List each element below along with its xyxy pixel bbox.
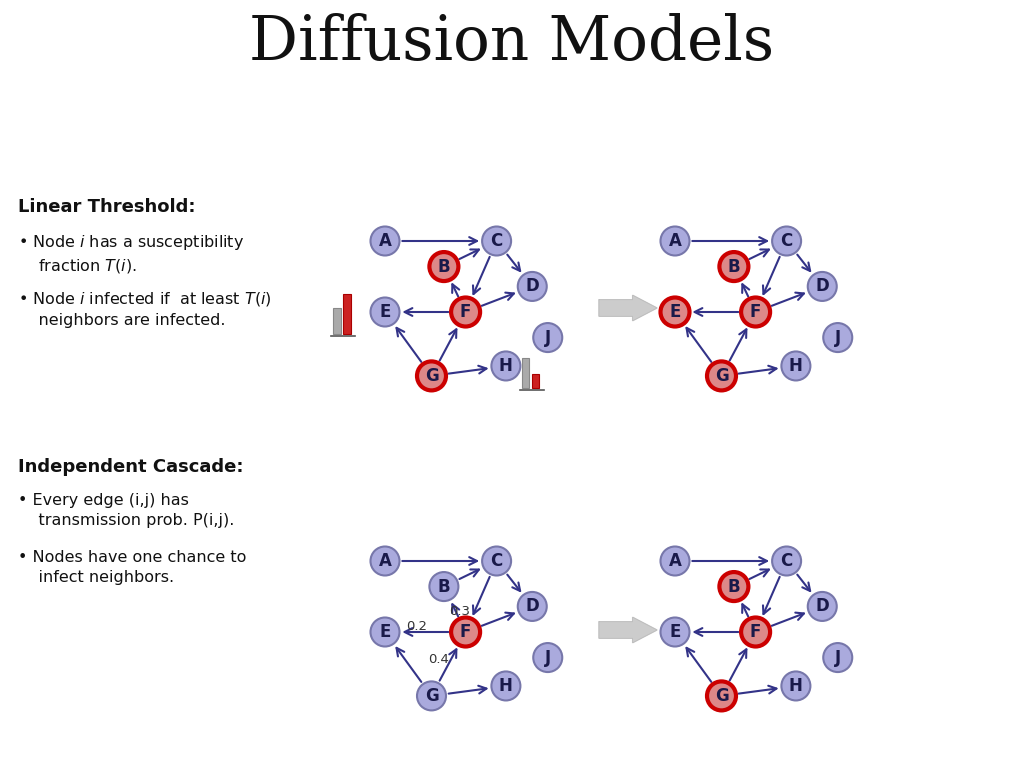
Text: E: E <box>379 303 391 321</box>
Bar <box>343 294 350 334</box>
Circle shape <box>772 227 801 256</box>
Circle shape <box>823 643 852 672</box>
Text: F: F <box>750 303 761 321</box>
Text: • Nodes have one chance to
    infect neighbors.: • Nodes have one chance to infect neighb… <box>18 550 247 584</box>
Text: D: D <box>525 277 539 296</box>
Text: E: E <box>670 303 681 321</box>
Text: J: J <box>545 329 551 346</box>
Text: H: H <box>499 357 513 375</box>
Circle shape <box>660 297 689 326</box>
Text: C: C <box>490 552 503 570</box>
Text: 0.2: 0.2 <box>406 620 427 633</box>
Bar <box>522 358 529 388</box>
Circle shape <box>720 252 749 281</box>
Circle shape <box>371 297 399 326</box>
Text: B: B <box>728 257 740 276</box>
Text: G: G <box>715 687 728 705</box>
Circle shape <box>417 681 446 710</box>
Text: Independent Cascade:: Independent Cascade: <box>18 458 244 476</box>
Circle shape <box>417 362 446 390</box>
Text: 0.4: 0.4 <box>428 654 449 667</box>
Polygon shape <box>599 295 657 321</box>
Circle shape <box>518 592 547 621</box>
Circle shape <box>772 547 801 575</box>
Polygon shape <box>599 617 657 643</box>
Circle shape <box>429 252 459 281</box>
Text: Linear Threshold:: Linear Threshold: <box>18 198 196 216</box>
Text: J: J <box>835 329 841 346</box>
Text: B: B <box>728 578 740 595</box>
Circle shape <box>492 671 520 700</box>
Text: A: A <box>669 552 681 570</box>
Text: E: E <box>670 623 681 641</box>
Circle shape <box>808 592 837 621</box>
Text: F: F <box>750 623 761 641</box>
Text: H: H <box>499 677 513 695</box>
Circle shape <box>707 681 736 710</box>
Circle shape <box>707 362 736 390</box>
Circle shape <box>660 227 689 256</box>
Text: G: G <box>715 367 728 385</box>
Circle shape <box>720 572 749 601</box>
Text: D: D <box>815 598 829 615</box>
Text: • Node $\it{i}$ has a susceptibility
    fraction $\it{T(i)}$.: • Node $\it{i}$ has a susceptibility fra… <box>18 233 245 276</box>
Circle shape <box>482 547 511 575</box>
Text: G: G <box>425 367 438 385</box>
Text: C: C <box>780 232 793 250</box>
Circle shape <box>429 572 459 601</box>
Text: C: C <box>780 552 793 570</box>
Circle shape <box>660 617 689 647</box>
Text: A: A <box>669 232 681 250</box>
Circle shape <box>492 352 520 380</box>
Bar <box>531 374 540 388</box>
Text: 0.3: 0.3 <box>450 604 470 617</box>
Circle shape <box>823 323 852 352</box>
Text: A: A <box>379 232 391 250</box>
Text: H: H <box>788 357 803 375</box>
Text: F: F <box>460 303 471 321</box>
Circle shape <box>660 547 689 575</box>
Text: • Every edge (i,j) has
    transmission prob. P(i,j).: • Every edge (i,j) has transmission prob… <box>18 493 234 528</box>
Text: • Node $\it{i}$ infected if  at least $\it{T(i)}$
    neighbors are infected.: • Node $\it{i}$ infected if at least $\i… <box>18 290 271 328</box>
Circle shape <box>371 547 399 575</box>
Circle shape <box>808 272 837 301</box>
Circle shape <box>781 671 810 700</box>
Circle shape <box>518 272 547 301</box>
Text: D: D <box>525 598 539 615</box>
Text: H: H <box>788 677 803 695</box>
Text: C: C <box>490 232 503 250</box>
Text: A: A <box>379 552 391 570</box>
Circle shape <box>741 297 770 326</box>
Circle shape <box>534 323 562 352</box>
Circle shape <box>452 297 480 326</box>
Text: E: E <box>379 623 391 641</box>
Bar <box>333 308 341 334</box>
Text: Diffusion Models: Diffusion Models <box>250 13 774 73</box>
Text: F: F <box>460 623 471 641</box>
Circle shape <box>482 227 511 256</box>
Circle shape <box>452 617 480 647</box>
Text: J: J <box>835 648 841 667</box>
Circle shape <box>781 352 810 380</box>
Text: G: G <box>425 687 438 705</box>
Text: B: B <box>437 257 451 276</box>
Circle shape <box>371 227 399 256</box>
Text: B: B <box>437 578 451 595</box>
Circle shape <box>534 643 562 672</box>
Text: D: D <box>815 277 829 296</box>
Circle shape <box>371 617 399 647</box>
Text: J: J <box>545 648 551 667</box>
Circle shape <box>741 617 770 647</box>
